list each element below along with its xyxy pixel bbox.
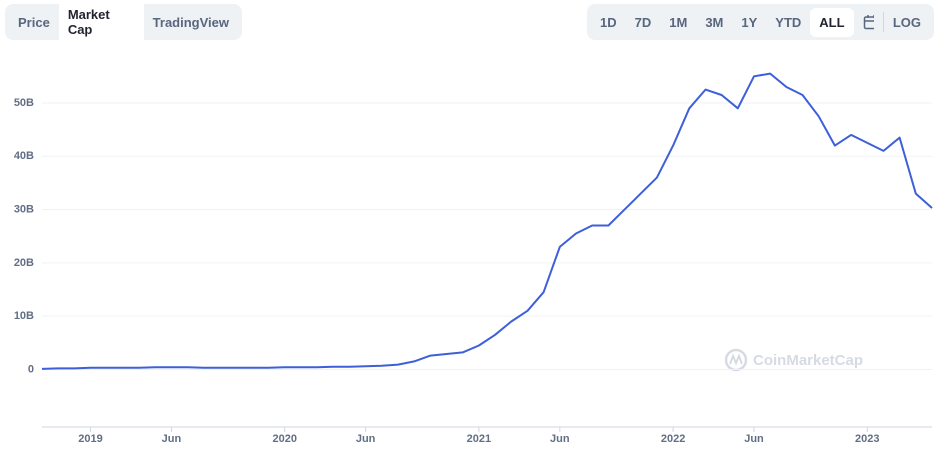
range[interactable]: 7D xyxy=(634,14,652,30)
line-series xyxy=(41,72,933,370)
tab[interactable]: Price xyxy=(18,14,50,30)
range[interactable]: 1M xyxy=(669,14,688,30)
y-tick-label: 50B xyxy=(14,97,34,109)
watermark: CoinMarketCap xyxy=(724,348,863,372)
y-tick-label: 0 xyxy=(28,363,34,375)
range-buttons: 1D 7D 1M 3M 1Y YTD ALL LOG xyxy=(587,4,934,40)
range[interactable]: ALL xyxy=(810,7,854,37)
range[interactable]: YTD xyxy=(775,14,802,30)
y-tick-label: 10B xyxy=(14,310,34,322)
x-tick-label: 2021 xyxy=(467,433,491,445)
x-tick-label: 2019 xyxy=(78,433,102,445)
calendar-icon[interactable] xyxy=(863,14,875,30)
x-tick-label: Jun xyxy=(550,433,570,445)
y-tick-label: 40B xyxy=(14,150,34,162)
watermark-text: CoinMarketCap xyxy=(753,352,863,369)
log-button[interactable]: LOG xyxy=(892,14,921,30)
x-tick-label: 2023 xyxy=(855,433,879,445)
y-tick-label: 30B xyxy=(14,203,34,215)
y-tick-label: 20B xyxy=(14,257,34,269)
x-tick-label: Jun xyxy=(744,433,764,445)
range[interactable]: 1D xyxy=(600,14,617,30)
chart-tabs: Price Market Cap TradingView xyxy=(5,0,242,44)
tab[interactable]: Market Cap xyxy=(58,0,144,44)
divider xyxy=(883,12,884,32)
tab[interactable]: TradingView xyxy=(152,14,229,30)
x-tick-label: 2020 xyxy=(272,433,296,445)
x-tick-label: Jun xyxy=(356,433,376,445)
x-tick-label: Jun xyxy=(162,433,182,445)
x-tick-label: 2022 xyxy=(661,433,685,445)
range[interactable]: 3M xyxy=(705,14,724,30)
range[interactable]: 1Y xyxy=(741,14,758,30)
